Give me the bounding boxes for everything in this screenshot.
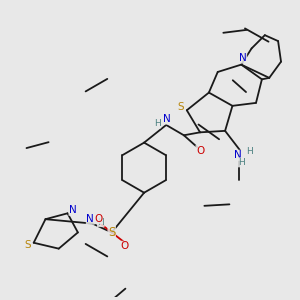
Text: H: H xyxy=(154,119,161,128)
Text: N: N xyxy=(239,53,247,63)
Text: S: S xyxy=(108,226,116,239)
Text: S: S xyxy=(24,240,31,250)
Text: N: N xyxy=(234,150,241,160)
Text: S: S xyxy=(177,102,184,112)
Text: N: N xyxy=(86,214,94,224)
Text: O: O xyxy=(121,241,129,251)
Text: O: O xyxy=(94,214,103,224)
Text: N: N xyxy=(69,206,77,215)
Text: O: O xyxy=(196,146,204,156)
Text: H: H xyxy=(238,158,245,167)
Text: H: H xyxy=(246,147,253,156)
Text: H: H xyxy=(98,218,104,226)
Text: N: N xyxy=(163,114,171,124)
